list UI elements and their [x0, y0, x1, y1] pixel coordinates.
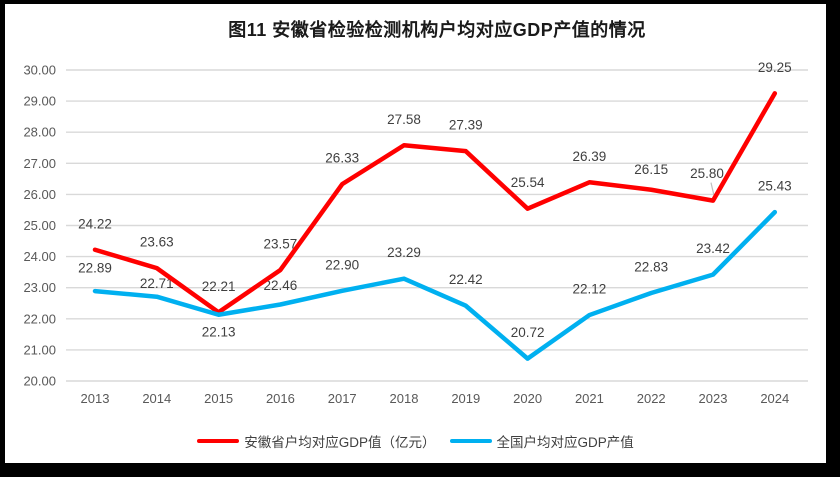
data-label: 23.63	[140, 235, 174, 250]
y-axis-tick-label: 26.00	[23, 187, 56, 202]
y-axis-tick-label: 25.00	[23, 218, 56, 233]
data-label: 22.42	[449, 272, 483, 287]
data-label: 26.39	[573, 149, 607, 164]
data-label: 24.22	[78, 216, 112, 231]
series-line-national	[92, 209, 778, 361]
x-axis-tick-label: 2021	[575, 391, 604, 406]
legend-label-national: 全国户均对应GDP产值	[496, 435, 634, 450]
y-axis-tick-label: 24.00	[23, 249, 56, 264]
chart-legend: 安徽省户均对应GDP值（亿元） 全国户均对应GDP产值	[0, 431, 831, 451]
data-label: 27.39	[449, 118, 483, 133]
data-label: 25.43	[758, 179, 792, 194]
data-label: 22.21	[202, 279, 236, 294]
data-label: 29.25	[758, 60, 792, 75]
data-label: 20.72	[511, 325, 545, 340]
data-label: 22.90	[325, 257, 359, 272]
data-label: 22.46	[264, 278, 298, 293]
label-leader-line	[710, 182, 715, 196]
data-label: 22.13	[202, 324, 236, 339]
data-label: 22.12	[573, 282, 607, 297]
data-label: 25.80	[690, 166, 724, 181]
series-line-anhui	[92, 91, 778, 315]
x-axis-tick-label: 2019	[451, 391, 480, 406]
x-axis-tick-label: 2015	[204, 391, 233, 406]
y-axis-tick-label: 21.00	[23, 342, 56, 357]
legend-label-anhui: 安徽省户均对应GDP值（亿元）	[244, 435, 436, 450]
x-axis-tick-label: 2022	[637, 391, 666, 406]
chart-title: 图11 安徽省检验检测机构户均对应GDP产值的情况	[228, 20, 646, 40]
x-axis-tick-label: 2020	[513, 391, 542, 406]
x-axis-tick-label: 2016	[266, 391, 295, 406]
data-label: 26.15	[634, 162, 668, 177]
y-axis-tick-label: 28.00	[23, 125, 56, 140]
data-label: 23.57	[264, 236, 298, 251]
x-axis-tick-label: 2017	[328, 391, 357, 406]
y-axis-tick-label: 27.00	[23, 156, 56, 171]
x-axis-tick-label: 2023	[699, 391, 728, 406]
data-label: 25.54	[511, 175, 545, 190]
legend-item-national: 全国户均对应GDP产值	[449, 431, 634, 451]
y-axis-tick-label: 23.00	[23, 280, 56, 295]
x-axis-tick-label: 2024	[760, 391, 789, 406]
data-label: 26.33	[325, 151, 359, 166]
y-axis-tick-label: 29.00	[23, 94, 56, 109]
legend-item-anhui: 安徽省户均对应GDP值（亿元）	[197, 431, 436, 451]
x-axis-tick-label: 2014	[142, 391, 171, 406]
y-axis-tick-label: 20.00	[23, 374, 56, 389]
data-label: 22.89	[78, 261, 112, 276]
y-axis-tick-label: 22.00	[23, 311, 56, 326]
y-axis-tick-label: 30.00	[23, 63, 56, 78]
legend-line-marker-red	[197, 438, 240, 444]
x-axis-tick-label: 2018	[390, 391, 419, 406]
x-axis-tick-label: 2013	[81, 391, 110, 406]
data-label: 22.83	[634, 259, 668, 274]
legend-line-marker-blue	[449, 438, 492, 444]
data-label: 27.58	[387, 112, 421, 127]
data-label: 23.42	[696, 241, 730, 256]
chart-canvas	[5, 4, 826, 463]
data-label: 22.71	[140, 276, 174, 291]
data-label: 23.29	[387, 245, 421, 260]
